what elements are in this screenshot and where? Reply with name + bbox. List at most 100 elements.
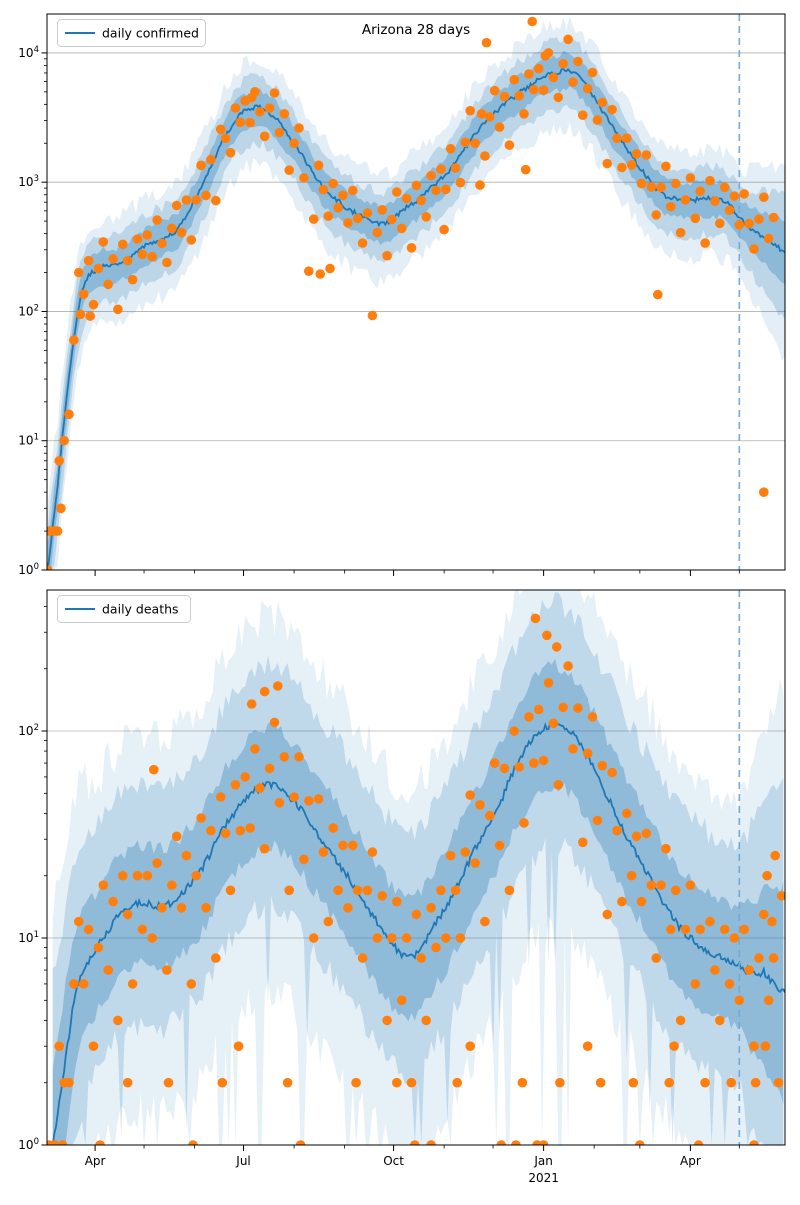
scatter-point [352, 885, 363, 896]
scatter-point [108, 896, 118, 907]
scatter-point [325, 263, 335, 274]
scatter-point [69, 979, 79, 989]
scatter-point [734, 995, 745, 1006]
scatter-point [543, 678, 554, 688]
scatter-point [64, 1077, 74, 1088]
scatter-point [715, 218, 725, 229]
scatter-point [215, 792, 226, 802]
scatter-point [250, 744, 260, 754]
scatter-point [555, 1077, 565, 1088]
scatter-point [724, 979, 735, 989]
scatter-point [617, 896, 627, 907]
scatter-point [631, 149, 642, 159]
scatter-point [455, 177, 466, 188]
scatter-point [455, 933, 466, 943]
scatter-point [98, 237, 109, 247]
scatter-point [489, 758, 500, 768]
scatter-point [245, 117, 255, 128]
scatter-point [157, 903, 167, 913]
confidence-bands [52, 590, 784, 1145]
scatter-point [401, 193, 412, 204]
scatter-point [595, 1077, 606, 1088]
scatter-point [188, 1140, 198, 1145]
scatter-point [142, 230, 153, 240]
scatter-point [607, 104, 617, 115]
scatter-point [410, 1140, 420, 1145]
scatter-point [64, 409, 74, 420]
scatter-point [295, 1140, 306, 1145]
scatter-point [225, 885, 236, 896]
scatter-point [759, 909, 769, 920]
y-tick-label: 100 [18, 562, 39, 577]
scatter-point [494, 840, 505, 851]
scatter-point [396, 223, 407, 234]
scatter-point [191, 870, 201, 881]
x-axis-ticks: Apr Jul Oct Jan 2021 Apr [85, 1145, 740, 1185]
scatter-point [69, 335, 79, 345]
scatter-point [773, 1077, 784, 1088]
scatter-point [176, 903, 187, 913]
x-year-label: 2021 [528, 1171, 559, 1185]
scatter-point [382, 1015, 392, 1026]
scatter-point [749, 1041, 759, 1051]
scatter-point [54, 1041, 64, 1051]
scatter-point [770, 850, 780, 861]
scatter-point [85, 311, 95, 321]
scatter-point [533, 704, 544, 715]
scatter-point [470, 138, 480, 149]
scatter-point [529, 84, 539, 95]
scatter-point [152, 215, 162, 225]
median-line [47, 67, 785, 570]
scatter-point [215, 124, 226, 135]
scatter-point [558, 702, 568, 713]
scatter-point [530, 613, 541, 624]
scatter-point [641, 828, 652, 839]
scatter-point [729, 933, 740, 943]
scatter-point [436, 164, 446, 174]
scatter-point [760, 1041, 771, 1051]
x-tick-label: Oct [383, 1154, 404, 1168]
scatter-point [602, 909, 612, 920]
legend-box [57, 595, 191, 623]
scatter-point [700, 1077, 710, 1088]
scatter-point [499, 91, 510, 102]
scatter-point [476, 109, 487, 119]
scatter-point [147, 933, 157, 943]
scatter-point [254, 107, 265, 117]
scatter-point [328, 178, 339, 189]
legend-confirmed: daily confirmed [57, 19, 206, 47]
scatter-point [426, 1140, 436, 1145]
confidence-band [47, 34, 785, 570]
scatter-point [759, 192, 769, 202]
scatter-point [749, 1140, 759, 1145]
scatter-point [264, 103, 275, 113]
scatter-point [186, 235, 197, 245]
scatter-point [240, 772, 250, 782]
confidence-band [52, 590, 784, 1145]
scatter-point [259, 131, 270, 142]
scatter-point [78, 289, 89, 300]
scatter-point [636, 178, 647, 189]
scatter-point [548, 718, 559, 729]
scatter-point [739, 189, 749, 199]
scatter-point [201, 903, 211, 913]
scatter-point [436, 885, 446, 896]
x-tick-label: Jan [533, 1154, 553, 1168]
scatter-point [122, 255, 133, 266]
scatter-point [289, 138, 299, 149]
scatter-point [211, 195, 221, 206]
scatter-point [635, 1140, 645, 1145]
scatter-point [548, 72, 559, 83]
scatter-point [496, 1140, 506, 1145]
scatter-point [220, 828, 231, 839]
scatter-point [475, 180, 485, 190]
scatter-point [631, 831, 642, 842]
scatter-point [211, 953, 221, 963]
scatter-point [113, 304, 123, 315]
scatter-point [568, 77, 578, 87]
scatter-point [294, 752, 304, 762]
scatter-point [362, 208, 373, 218]
scatter-point [254, 783, 265, 793]
scatter-point [137, 924, 148, 935]
